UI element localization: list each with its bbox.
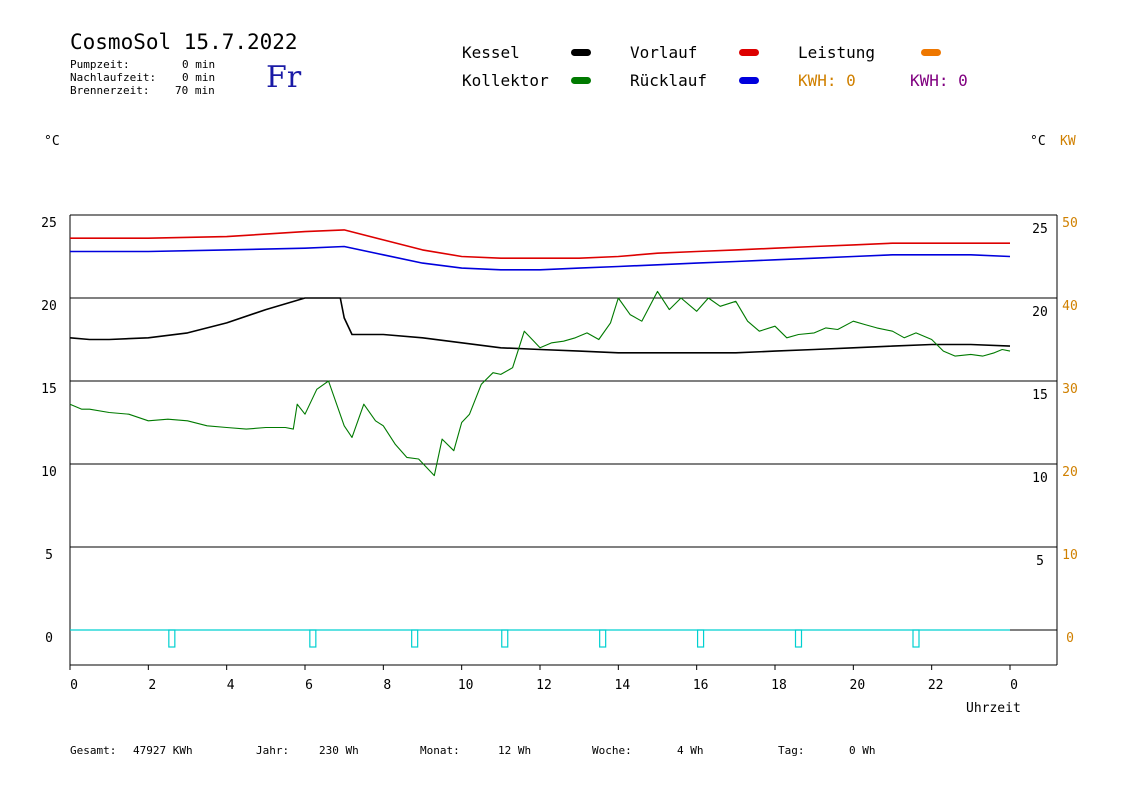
legend-vorlauf-label: Vorlauf bbox=[630, 43, 698, 62]
overrun-time-value: 0 min bbox=[182, 71, 216, 84]
legend-kessel-swatch bbox=[571, 49, 591, 56]
weekday: Fr bbox=[266, 60, 302, 95]
x-tick-label: 20 bbox=[850, 678, 866, 693]
legend-kessel-label: Kessel bbox=[462, 43, 520, 62]
y-tick-label-left: 20 bbox=[41, 299, 57, 314]
overrun-time-label: Nachlaufzeit: bbox=[70, 71, 157, 84]
month-label: Monat: bbox=[420, 744, 460, 757]
y-tick-label-left: 5 bbox=[45, 548, 53, 563]
legend-vorlauf-swatch bbox=[739, 49, 759, 56]
legend-kwh-1: KWH: 0 bbox=[798, 71, 856, 90]
legend-kwh-2: KWH: 0 bbox=[910, 71, 968, 90]
pump-pulse bbox=[599, 629, 607, 648]
week-value: 4 Wh bbox=[677, 744, 704, 757]
month-value: 12 Wh bbox=[498, 744, 532, 757]
legend-kollektor-swatch bbox=[571, 77, 591, 84]
y-tick-label-left: 10 bbox=[41, 465, 57, 480]
y-tick-label-right-c: 20 bbox=[1032, 305, 1048, 320]
y-tick-label-right-kw: 30 bbox=[1062, 382, 1078, 397]
legend-ruecklauf-label: Rücklauf bbox=[630, 71, 708, 90]
week-label: Woche: bbox=[592, 744, 632, 757]
right-axis-unit-kw: KW bbox=[1060, 134, 1076, 149]
series-line-kollektor bbox=[69, 290, 1011, 477]
series-line-kessel bbox=[69, 297, 1011, 354]
y-tick-label-left: 25 bbox=[41, 216, 57, 231]
x-tick-label: 18 bbox=[771, 678, 787, 693]
total-value: 47927 KWh bbox=[133, 744, 193, 757]
x-tick-label: 12 bbox=[536, 678, 552, 693]
day-value: 0 Wh bbox=[849, 744, 876, 757]
x-tick-label: 0 bbox=[1010, 678, 1018, 693]
x-tick-label: 2 bbox=[148, 678, 156, 693]
year-label: Jahr: bbox=[256, 744, 290, 757]
y-tick-label-right-kw: 40 bbox=[1062, 299, 1078, 314]
burner-time-value: 70 min bbox=[175, 84, 215, 97]
y-tick-label-right-kw: 0 bbox=[1066, 631, 1074, 646]
day-label: Tag: bbox=[778, 744, 805, 757]
pump-time-value: 0 min bbox=[182, 58, 216, 71]
x-tick-label: 8 bbox=[383, 678, 391, 693]
chart-title: CosmoSol 15.7.2022 bbox=[70, 30, 298, 54]
pump-time-label: Pumpzeit: bbox=[70, 58, 130, 71]
burner-time-label: Brennerzeit: bbox=[70, 84, 150, 97]
pump-pulse bbox=[501, 629, 509, 648]
pump-pulse bbox=[168, 629, 176, 648]
y-tick-label-right-c: 25 bbox=[1032, 222, 1048, 237]
year-value: 230 Wh bbox=[319, 744, 359, 757]
legend-kollektor-label: Kollektor bbox=[462, 71, 549, 90]
pump-pulse bbox=[696, 629, 705, 648]
y-tick-label-right-c: 5 bbox=[1036, 554, 1044, 569]
pump-pulse bbox=[309, 629, 317, 648]
legend-leistung-swatch bbox=[921, 49, 941, 56]
right-axis-unit-c: °C bbox=[1030, 134, 1046, 149]
total-label: Gesamt: bbox=[70, 744, 117, 757]
pump-pulse bbox=[411, 629, 419, 648]
left-axis-unit: °C bbox=[44, 134, 60, 149]
x-tick-label: 22 bbox=[928, 678, 944, 693]
x-tick-label: 14 bbox=[615, 678, 631, 693]
y-tick-label-right-c: 10 bbox=[1032, 471, 1048, 486]
legend-leistung-label: Leistung bbox=[798, 43, 876, 62]
x-tick-label: 6 bbox=[305, 678, 313, 693]
series-line-ruecklauf bbox=[70, 245, 1011, 271]
y-tick-label-right-kw: 10 bbox=[1062, 548, 1078, 563]
legend-ruecklauf-swatch bbox=[739, 77, 759, 84]
x-axis-label: Uhrzeit bbox=[966, 701, 1021, 716]
y-tick-label-left: 0 bbox=[45, 631, 53, 646]
y-tick-label-right-c: 15 bbox=[1032, 388, 1048, 403]
y-tick-label-left: 15 bbox=[41, 382, 57, 397]
run-times: Pumpzeit: 0 min Nachlaufzeit: 0 min Bren… bbox=[70, 58, 230, 100]
x-tick-label: 0 bbox=[70, 678, 78, 693]
pump-pulse bbox=[794, 629, 803, 648]
series-line-vorlauf bbox=[70, 229, 1010, 260]
x-tick-label: 4 bbox=[227, 678, 235, 693]
y-tick-label-right-kw: 50 bbox=[1062, 216, 1078, 231]
x-tick-label: 10 bbox=[458, 678, 474, 693]
pump-pulse bbox=[912, 629, 920, 648]
x-tick-label: 16 bbox=[693, 678, 709, 693]
y-tick-label-right-kw: 20 bbox=[1062, 465, 1078, 480]
